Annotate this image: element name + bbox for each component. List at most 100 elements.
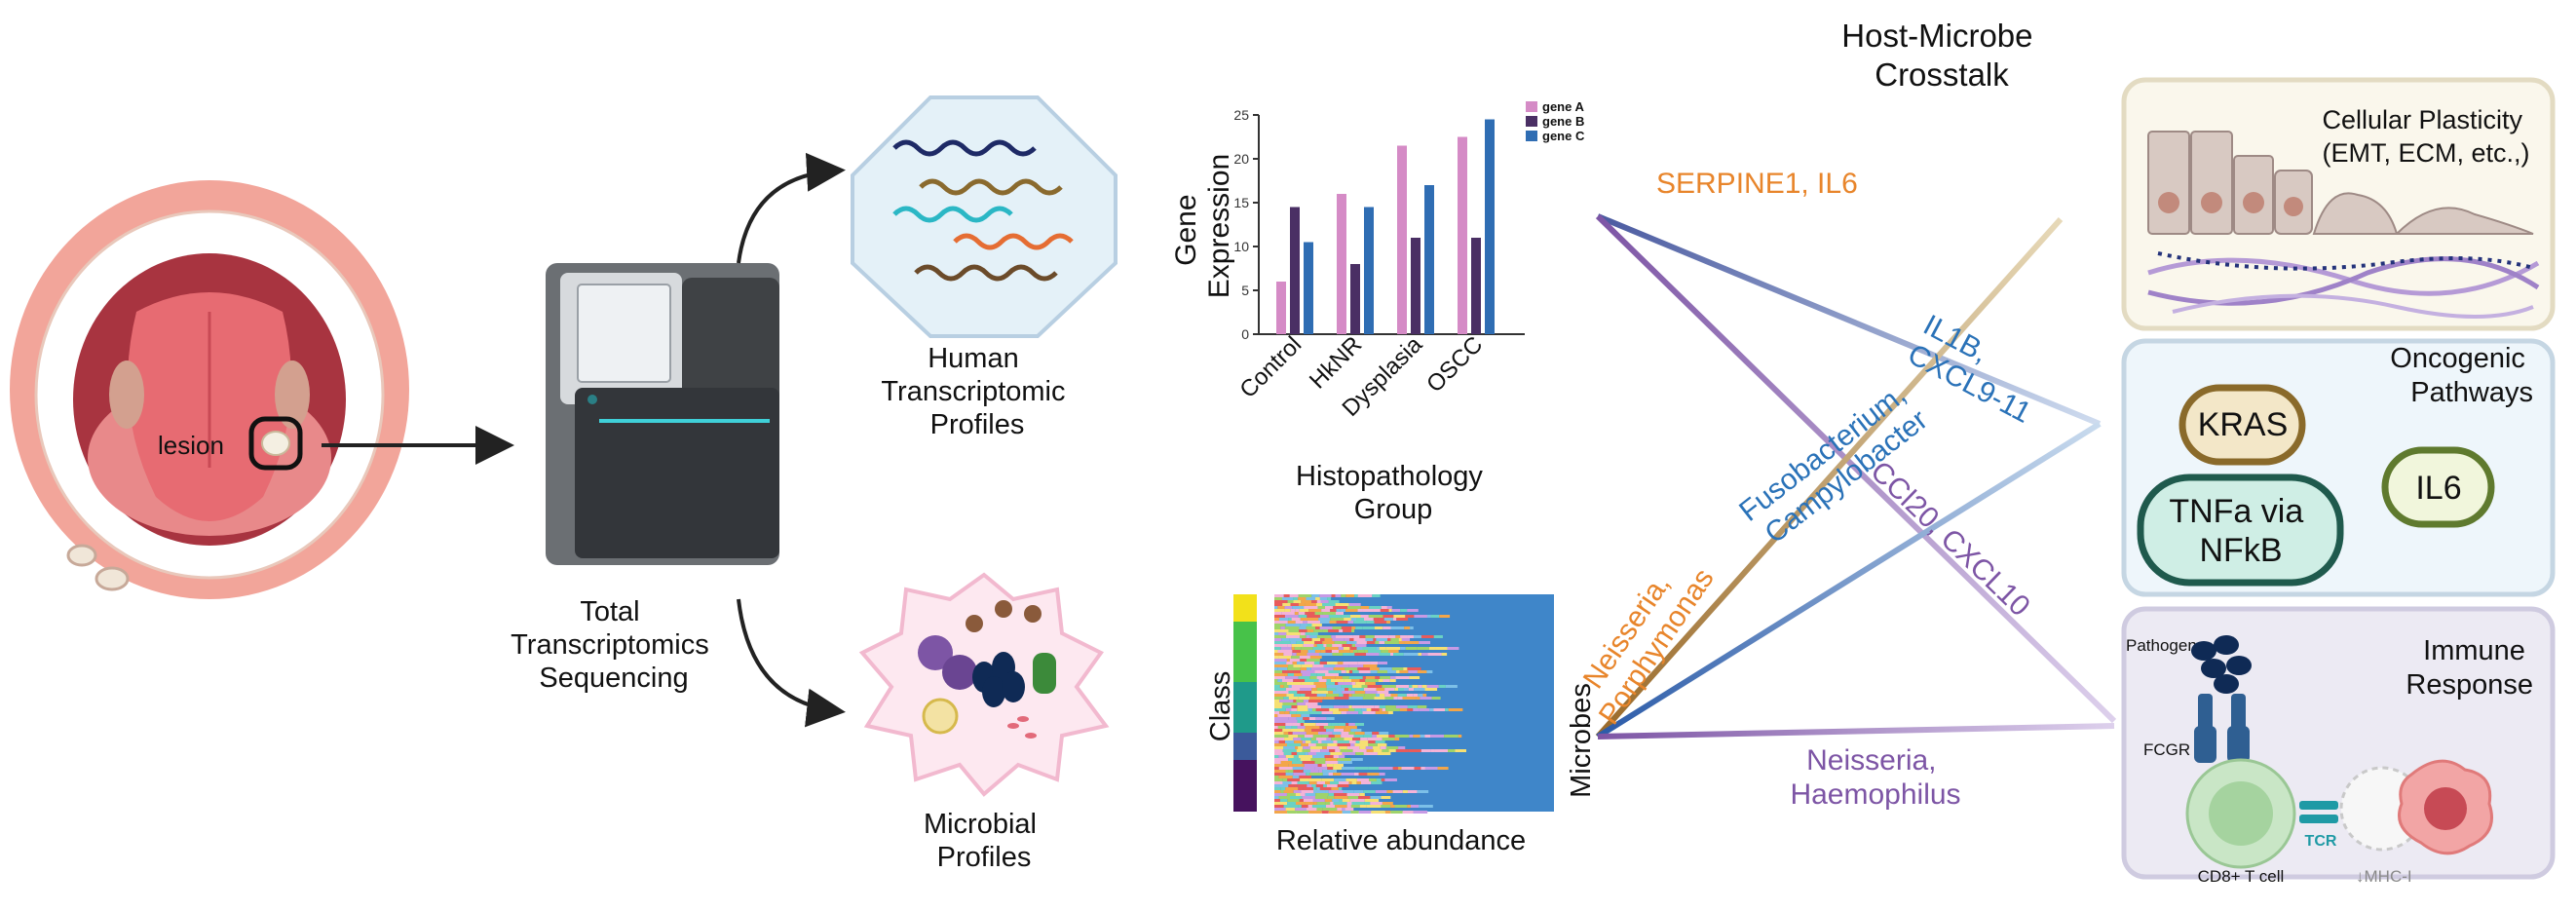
abundance-segment	[1322, 603, 1336, 606]
kras-pill	[2178, 384, 2306, 466]
abundance-segment	[1433, 635, 1443, 638]
edge-neisseria-haemophilus	[1597, 723, 2115, 739]
abundance-segment	[1278, 641, 1291, 644]
human-profiles-label: Human Transcriptomic Profiles	[881, 343, 1073, 440]
abundance-segment	[1280, 626, 1285, 629]
abundance-segment	[1333, 729, 1345, 732]
abundance-segment	[1307, 708, 1312, 711]
abundance-segment	[1286, 682, 1302, 685]
abundance-segment	[1288, 758, 1298, 761]
abundance-segment	[1295, 746, 1299, 749]
microbe-pink-2	[1025, 733, 1037, 739]
abundance-segment	[1348, 688, 1352, 691]
abundance-segment	[1364, 650, 1369, 653]
abundance-segment	[1355, 740, 1360, 743]
abundance-segment	[1378, 662, 1388, 664]
abundance-segment	[1373, 618, 1379, 621]
abundance-segment	[1315, 626, 1320, 629]
abundance-segment	[1295, 793, 1301, 796]
abundance-segment	[1299, 609, 1309, 612]
abundance-segment	[1305, 603, 1317, 606]
abundance-segment	[1299, 799, 1304, 802]
abundance-segment	[1407, 609, 1419, 612]
abundance-segment	[1274, 670, 1283, 673]
abundance-segment	[1366, 621, 1375, 624]
abundance-segment	[1320, 650, 1326, 653]
abundance-segment	[1286, 793, 1296, 796]
abundance-segment	[1381, 805, 1391, 808]
class-segment	[1233, 594, 1257, 622]
abundance-segment	[1289, 594, 1299, 597]
abundance-segment	[1324, 799, 1333, 802]
abundance-segment	[1293, 770, 1304, 773]
abundance-segment	[1348, 781, 1352, 784]
transcript-wave-cyan	[892, 206, 1013, 223]
abundance-segment	[1301, 670, 1315, 673]
abundance-segment	[1335, 682, 1339, 685]
abundance-segment	[1297, 691, 1312, 694]
abundance-segment	[1312, 787, 1317, 790]
abundance-segment	[1319, 787, 1332, 790]
abundance-segment	[1315, 793, 1329, 796]
abundance-segment	[1400, 609, 1408, 612]
relative-abundance-plot: Class Relative abundance	[1205, 594, 1554, 856]
abundance-segment	[1332, 732, 1342, 735]
abundance-segment	[1274, 647, 1281, 650]
abundance-segment	[1431, 697, 1441, 700]
abundance-segment	[1351, 626, 1356, 629]
abundance-segment	[1341, 685, 1353, 688]
bar	[1276, 282, 1286, 334]
abundance-segment	[1397, 697, 1403, 700]
abundance-segment	[1421, 635, 1434, 638]
abundance-segment	[1285, 726, 1292, 729]
abundance-segment	[1382, 749, 1389, 752]
abundance-segment	[1395, 749, 1409, 752]
abundance-segment	[1336, 688, 1345, 691]
abundance-segment	[1274, 738, 1285, 740]
abundance-segment	[1303, 644, 1314, 647]
abundance-segment	[1363, 752, 1378, 755]
abundance-segment	[1274, 594, 1284, 597]
abundance-segment	[1342, 644, 1348, 647]
abundance-segment	[1274, 778, 1283, 781]
abundance-segment	[1274, 659, 1287, 662]
abundance-segment	[1297, 720, 1305, 723]
abundance-segment	[1316, 603, 1323, 606]
abundance-segment	[1313, 644, 1317, 647]
abundance-segment	[1274, 662, 1287, 664]
abundance-segment	[1289, 711, 1297, 714]
abundance-segment	[1284, 615, 1299, 618]
abundance-segment	[1274, 793, 1287, 796]
abundance-segment	[1292, 732, 1307, 735]
abundance-segment	[1362, 609, 1374, 612]
ecm-fiber-3	[2157, 251, 2534, 271]
abundance-segment	[1413, 735, 1421, 738]
abundance-segment	[1326, 717, 1335, 720]
pathogen-label: Pathogen	[2126, 636, 2197, 655]
abundance-segment	[1401, 767, 1415, 770]
abundance-segment	[1395, 635, 1401, 638]
abundance-segment	[1334, 697, 1349, 700]
abundance-segment	[1402, 790, 1408, 793]
abundance-segment	[1331, 635, 1337, 638]
abundance-segment	[1322, 773, 1329, 776]
abundance-segment	[1289, 659, 1301, 662]
abundance-segment	[1307, 624, 1312, 626]
abundance-segment	[1345, 667, 1358, 670]
abundance-segment	[1286, 659, 1290, 662]
abundance-segment	[1420, 735, 1425, 738]
abundance-segment	[1307, 629, 1314, 632]
abundance-segment	[1348, 723, 1355, 726]
pathogen-1	[2191, 641, 2216, 661]
legend-swatch	[1526, 101, 1537, 112]
abundance-segment	[1274, 787, 1281, 790]
abundance-segment	[1342, 799, 1350, 802]
abundance-segment	[1280, 787, 1286, 790]
abundance-segment	[1306, 597, 1316, 600]
abundance-segment	[1282, 597, 1294, 600]
abundance-segment	[1438, 685, 1446, 688]
abundance-segment	[1376, 735, 1389, 738]
abundance-segment	[1332, 626, 1342, 629]
abundance-segment	[1394, 735, 1405, 738]
abundance-segment	[1333, 667, 1345, 670]
